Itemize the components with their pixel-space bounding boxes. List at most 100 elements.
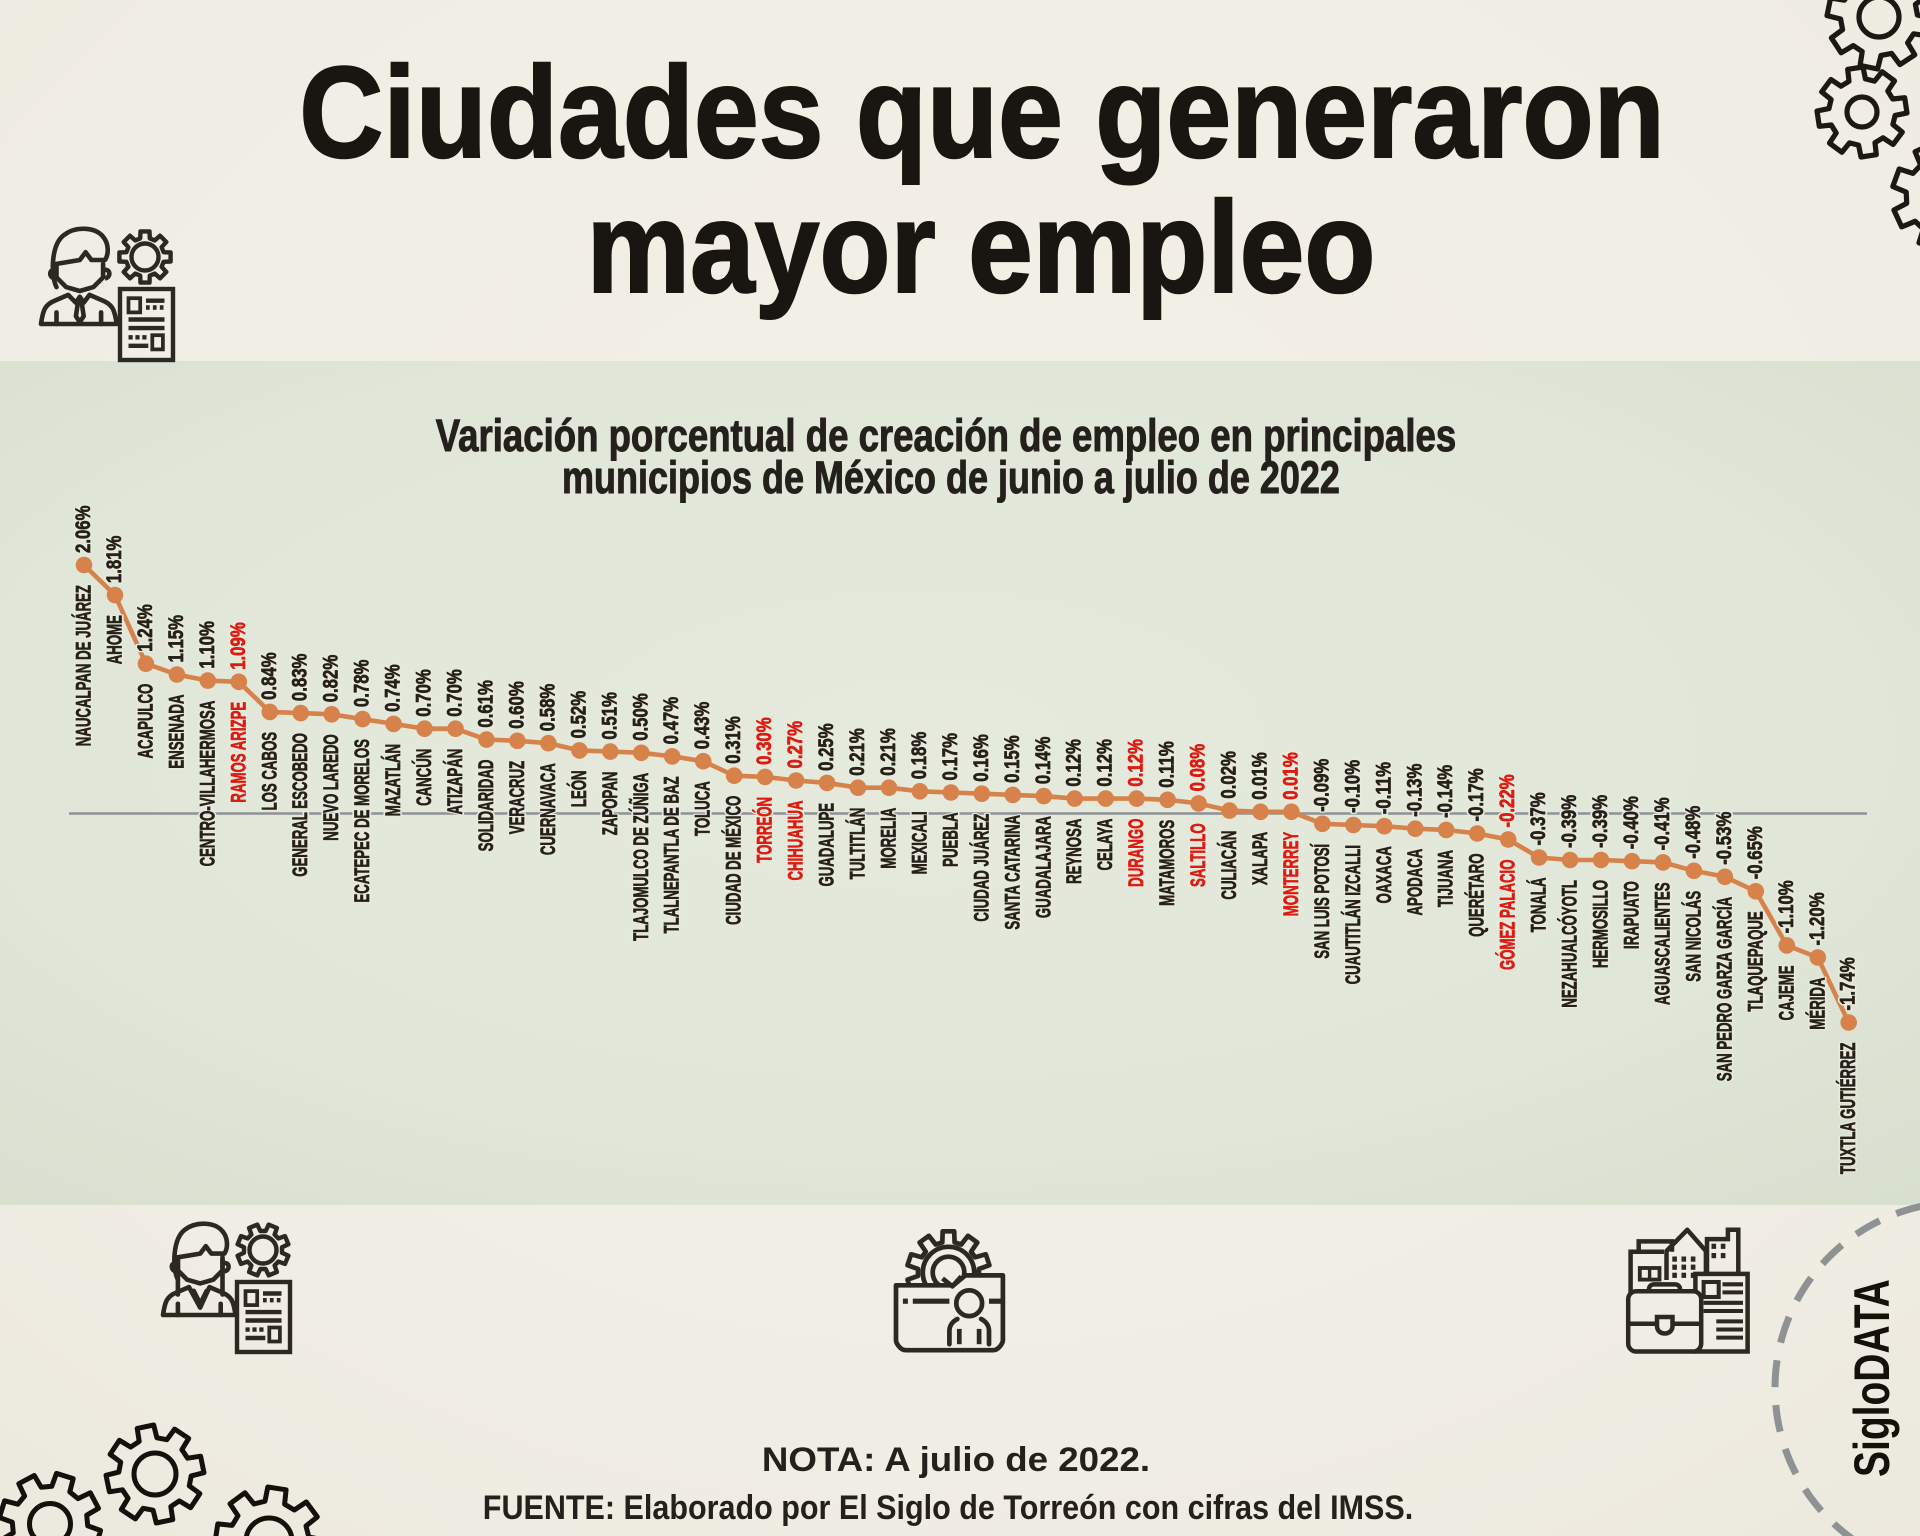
svg-text:0.01%: 0.01%: [1280, 752, 1303, 800]
svg-text:0.21%: 0.21%: [846, 728, 869, 776]
svg-text:0.12%: 0.12%: [1094, 739, 1117, 787]
svg-text:1.15%: 1.15%: [165, 615, 188, 663]
svg-text:CANCÚN: CANCÚN: [411, 749, 436, 806]
svg-text:-0.22%: -0.22%: [1496, 774, 1519, 827]
svg-text:-0.53%: -0.53%: [1713, 812, 1736, 865]
svg-text:TONALÁ: TONALÁ: [1525, 877, 1550, 932]
svg-text:NAUCALPAN DE JUÁREZ: NAUCALPAN DE JUÁREZ: [70, 585, 95, 746]
svg-text:0.02%: 0.02%: [1218, 751, 1241, 799]
svg-text:0.82%: 0.82%: [320, 655, 343, 703]
svg-text:SAN LUIS POTOSÍ: SAN LUIS POTOSÍ: [1308, 843, 1333, 959]
svg-text:DURANGO: DURANGO: [1124, 819, 1148, 887]
svg-text:0.12%: 0.12%: [1125, 739, 1148, 787]
svg-text:REYNOSA: REYNOSA: [1062, 819, 1086, 884]
svg-text:0.47%: 0.47%: [660, 697, 683, 745]
svg-text:GUADALAJARA: GUADALAJARA: [1031, 816, 1055, 918]
svg-text:ZAPOPAN: ZAPOPAN: [598, 772, 622, 836]
svg-text:MORELIA: MORELIA: [876, 808, 900, 869]
svg-text:-0.14%: -0.14%: [1434, 765, 1457, 818]
svg-text:0.31%: 0.31%: [722, 716, 745, 764]
svg-text:NEZAHUALCÓYOTL: NEZAHUALCÓYOTL: [1556, 880, 1581, 1008]
svg-text:0.12%: 0.12%: [1063, 739, 1086, 787]
svg-text:-0.10%: -0.10%: [1342, 760, 1365, 813]
svg-text:RAMOS ARIZPE: RAMOS ARIZPE: [226, 702, 250, 803]
svg-text:CAJEME: CAJEME: [1774, 965, 1798, 1020]
svg-text:0.70%: 0.70%: [444, 669, 467, 717]
svg-text:SOLIDARIDAD: SOLIDARIDAD: [474, 760, 498, 852]
svg-text:0.14%: 0.14%: [1032, 737, 1055, 785]
svg-text:-1.10%: -1.10%: [1775, 880, 1798, 933]
svg-text:GÓMEZ PALACIO: GÓMEZ PALACIO: [1494, 859, 1519, 970]
svg-text:MÉRIDA: MÉRIDA: [1804, 977, 1829, 1029]
svg-text:0.83%: 0.83%: [289, 654, 312, 702]
svg-text:1.24%: 1.24%: [134, 604, 157, 652]
svg-text:CULIACÁN: CULIACÁN: [1216, 831, 1241, 900]
svg-text:NOTA: A julio de 2022.: NOTA: A julio de 2022.: [762, 1441, 1150, 1478]
svg-text:QUERÉTARO: QUERÉTARO: [1463, 853, 1488, 937]
svg-text:PUEBLA: PUEBLA: [938, 812, 962, 866]
svg-text:0.15%: 0.15%: [1001, 735, 1024, 783]
svg-text:ENSENADA: ENSENADA: [164, 694, 188, 768]
svg-text:FUENTE: Elaborado por El Siglo: FUENTE: Elaborado por El Siglo de Torreó…: [483, 1488, 1413, 1526]
svg-text:0.84%: 0.84%: [258, 652, 281, 700]
svg-text:TLAJOMULCO DE ZÚÑIGA: TLAJOMULCO DE ZÚÑIGA: [627, 773, 652, 941]
svg-text:ECATEPEC DE MORELOS: ECATEPEC DE MORELOS: [350, 739, 374, 902]
svg-text:TOLUCA: TOLUCA: [690, 781, 714, 836]
svg-text:GENERAL ESCOBEDO: GENERAL ESCOBEDO: [288, 733, 312, 877]
svg-text:0.16%: 0.16%: [970, 734, 993, 782]
svg-text:-0.65%: -0.65%: [1744, 826, 1767, 879]
svg-text:MONTERREY: MONTERREY: [1279, 832, 1303, 916]
svg-text:CULIACÁN: CULIACÁN: [1216, 831, 1241, 900]
svg-text:ACAPULCO: ACAPULCO: [133, 684, 157, 759]
svg-text:0.01%: 0.01%: [1249, 752, 1272, 800]
svg-text:MONTERREY: MONTERREY: [1279, 832, 1303, 916]
svg-text:IRAPUATO: IRAPUATO: [1619, 881, 1643, 949]
svg-text:TLAQUEPAQUE: TLAQUEPAQUE: [1743, 911, 1767, 1011]
svg-text:GUADALAJARA: GUADALAJARA: [1031, 816, 1055, 918]
svg-text:TOLUCA: TOLUCA: [690, 781, 714, 836]
svg-text:0.01%: 0.01%: [1280, 752, 1303, 800]
svg-text:MEXICALI: MEXICALI: [907, 811, 931, 874]
svg-text:1.81%: 1.81%: [103, 536, 126, 584]
svg-text:CENTRO-VILLAHERMOSA: CENTRO-VILLAHERMOSA: [195, 701, 219, 867]
svg-text:TLALNEPANTLA DE BAZ: TLALNEPANTLA DE BAZ: [659, 776, 683, 933]
svg-text:-0.41%: -0.41%: [1651, 797, 1674, 850]
svg-text:-0.40%: -0.40%: [1620, 796, 1643, 849]
svg-text:CIUDAD DE MÉXICO: CIUDAD DE MÉXICO: [720, 796, 745, 925]
svg-text:0.60%: 0.60%: [506, 681, 529, 729]
svg-text:HERMOSILLO: HERMOSILLO: [1588, 880, 1612, 968]
svg-text:0.47%: 0.47%: [660, 697, 683, 745]
svg-text:1.09%: 1.09%: [227, 622, 250, 670]
svg-text:TLAQUEPAQUE: TLAQUEPAQUE: [1743, 911, 1767, 1011]
svg-text:NAUCALPAN DE JUÁREZ: NAUCALPAN DE JUÁREZ: [70, 585, 95, 746]
svg-text:APODACA: APODACA: [1403, 849, 1427, 916]
svg-text:TORREÓN: TORREÓN: [751, 797, 776, 863]
svg-text:1.09%: 1.09%: [227, 622, 250, 670]
svg-text:-0.48%: -0.48%: [1682, 806, 1705, 859]
svg-text:NUEVO LAREDO: NUEVO LAREDO: [319, 734, 343, 841]
svg-text:IRAPUATO: IRAPUATO: [1619, 881, 1643, 949]
svg-text:SigloDATA: SigloDATA: [1843, 1279, 1900, 1477]
svg-text:DURANGO: DURANGO: [1124, 819, 1148, 887]
svg-text:municipios de México de junio: municipios de México de junio a julio de…: [562, 452, 1340, 503]
svg-text:XALAPA: XALAPA: [1248, 832, 1272, 885]
svg-text:AHOME: AHOME: [102, 615, 126, 664]
svg-text:-0.39%: -0.39%: [1589, 795, 1612, 848]
svg-text:0.12%: 0.12%: [1063, 739, 1086, 787]
svg-text:-0.48%: -0.48%: [1682, 806, 1705, 859]
svg-text:0.52%: 0.52%: [568, 691, 591, 739]
svg-text:NUEVO LAREDO: NUEVO LAREDO: [319, 734, 343, 841]
svg-text:-0.17%: -0.17%: [1465, 768, 1488, 821]
svg-text:TONALÁ: TONALÁ: [1525, 877, 1550, 932]
svg-text:1.10%: 1.10%: [196, 621, 219, 669]
svg-text:CUAUTITLÁN IZCALLI: CUAUTITLÁN IZCALLI: [1339, 845, 1364, 984]
svg-text:0.17%: 0.17%: [939, 733, 962, 781]
svg-text:CHIHUAHUA: CHIHUAHUA: [783, 800, 807, 880]
svg-text:0.43%: 0.43%: [691, 702, 714, 750]
svg-text:-0.39%: -0.39%: [1558, 795, 1581, 848]
svg-text:-1.20%: -1.20%: [1806, 892, 1829, 945]
svg-text:0.08%: 0.08%: [1187, 744, 1210, 792]
svg-text:AHOME: AHOME: [102, 615, 126, 664]
svg-text:CUAUTITLÁN IZCALLI: CUAUTITLÁN IZCALLI: [1339, 845, 1364, 984]
svg-text:0.18%: 0.18%: [908, 732, 931, 780]
